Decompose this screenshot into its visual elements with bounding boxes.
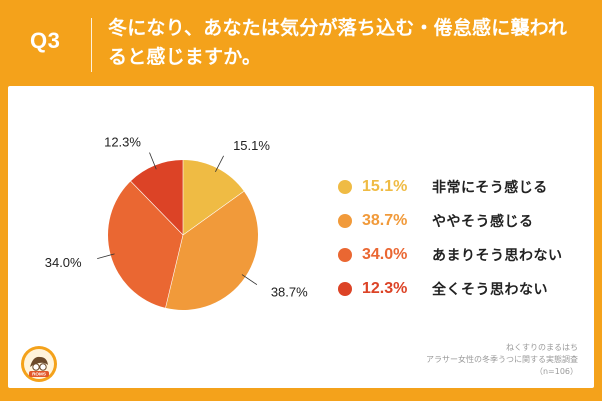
legend-percent: 15.1%: [362, 178, 408, 195]
slice-leader-line: [215, 155, 224, 173]
legend-percent: 12.3%: [362, 280, 408, 297]
legend-item: 34.0% あまりそう思わない: [338, 244, 588, 266]
question-header: Q3 冬になり、あなたは気分が落ち込む・倦怠感に襲われると感じますか。: [0, 0, 602, 86]
legend-item: 38.7% ややそう感じる: [338, 210, 588, 232]
credit-line: ねくすりのまるはち: [506, 343, 578, 352]
pie-slice: [183, 160, 244, 235]
credit-line: アラサー女性の冬季うつに関する実態調査: [426, 355, 578, 364]
slice-leader-line: [241, 274, 258, 285]
legend-label: あまりそう思わない: [432, 248, 563, 264]
company-logo-icon: ROMS: [21, 346, 57, 382]
slice-data-label: 34.0%: [45, 255, 82, 270]
slice-data-label: 38.7%: [271, 284, 308, 299]
legend-label: 全くそう思わない: [432, 282, 548, 298]
legend-swatch-icon: [338, 180, 352, 194]
pie-slice: [165, 191, 258, 310]
question-number: Q3: [30, 28, 61, 53]
credit-line: （n=106）: [534, 367, 578, 376]
legend-percent: 34.0%: [362, 246, 408, 263]
pie-slice: [107, 181, 183, 308]
slice-leader-line: [149, 152, 157, 170]
legend-label: 非常にそう感じる: [432, 180, 548, 196]
legend-swatch-icon: [338, 282, 352, 296]
header-divider: [91, 18, 92, 72]
legend-swatch-icon: [338, 214, 352, 228]
slice-data-label: 15.1%: [233, 138, 270, 153]
slice-separator: [165, 234, 184, 309]
legend-swatch-icon: [338, 248, 352, 262]
slice-separator: [130, 181, 184, 236]
logo-text: ROMS: [32, 372, 46, 377]
question-text: 冬になり、あなたは気分が落ち込む・倦怠感に襲われると感じますか。: [108, 17, 568, 68]
survey-credit: ねくすりのまるはち アラサー女性の冬季うつに関する実態調査 （n=106）: [318, 342, 578, 378]
pie-chart: 15.1% 38.7% 34.0% 12.3%: [45, 134, 308, 310]
chart-legend: 15.1% 非常にそう感じる 38.7% ややそう感じる 34.0% あまりそう…: [338, 176, 588, 312]
legend-item: 15.1% 非常にそう感じる: [338, 176, 588, 198]
chart-card: 15.1% 38.7% 34.0% 12.3% 15.1% 非常にそう感じる 38.7…: [8, 86, 594, 388]
pie-slice: [130, 160, 183, 235]
legend-percent: 38.7%: [362, 212, 408, 229]
legend-label: ややそう感じる: [432, 214, 534, 230]
legend-item: 12.3% 全くそう思わない: [338, 278, 588, 300]
slice-data-label: 12.3%: [104, 134, 141, 149]
slice-separator: [182, 190, 245, 236]
slice-leader-line: [97, 253, 115, 259]
